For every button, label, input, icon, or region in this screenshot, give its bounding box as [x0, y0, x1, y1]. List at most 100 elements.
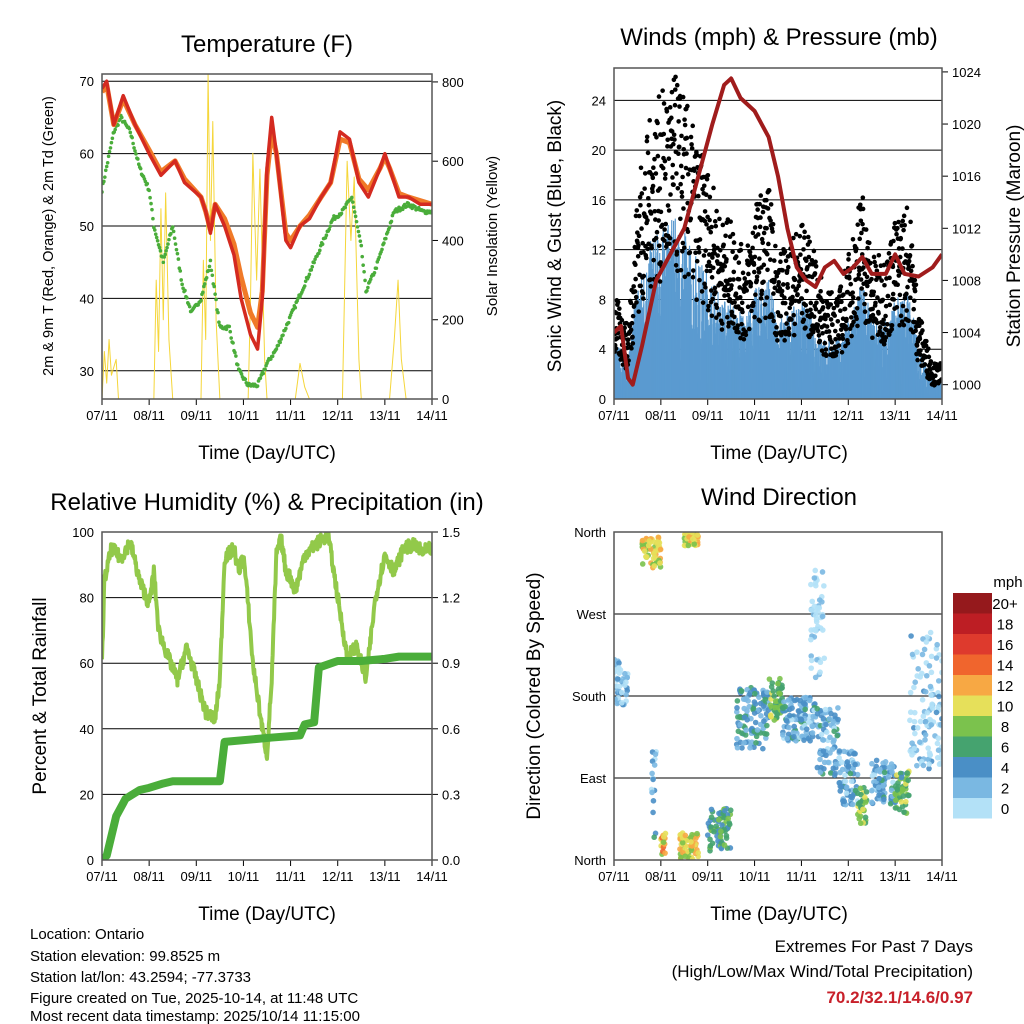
gust-point [896, 246, 902, 251]
gust-point [676, 144, 682, 150]
gust-point [628, 300, 634, 306]
dewpoint-point [233, 350, 237, 355]
ytick-right-label: 400 [442, 233, 464, 248]
dewpoint-point [382, 241, 386, 245]
gust-point [744, 288, 749, 293]
gust-point [900, 218, 906, 224]
direction-point [802, 706, 808, 713]
gust-point [895, 225, 900, 231]
dewpoint-point [107, 149, 112, 154]
direction-point [707, 843, 714, 849]
direction-point [926, 761, 932, 767]
gust-point [650, 189, 655, 195]
legend-swatch [953, 634, 992, 655]
gust-point [754, 274, 760, 280]
direction-point [619, 700, 625, 706]
gust-point [854, 246, 859, 251]
gust-point [754, 278, 760, 283]
legend-label: 14 [997, 658, 1014, 675]
gust-point [755, 232, 761, 237]
direction-point [914, 762, 920, 769]
gust-point [617, 306, 622, 311]
legend-label: 4 [1001, 760, 1009, 777]
direction-point [778, 685, 785, 691]
dewpoint-point [362, 269, 366, 274]
gust-point [862, 309, 868, 315]
gust-point [706, 303, 711, 309]
xtick-label: 12/11 [832, 408, 864, 423]
direction-point [857, 799, 863, 806]
direction-point [735, 728, 742, 735]
legend-swatch [953, 757, 992, 778]
gust-point [870, 312, 876, 318]
gust-point [711, 247, 717, 253]
xtick-label: 07/11 [86, 869, 118, 884]
gust-point [694, 258, 700, 264]
gust-point [630, 341, 636, 346]
gust-point [678, 216, 683, 222]
gust-point [701, 253, 707, 258]
gust-point [801, 247, 806, 252]
gust-point [672, 102, 678, 108]
direction-point [614, 656, 618, 663]
gust-point [803, 325, 808, 330]
gust-point [811, 248, 817, 254]
direction-point [876, 775, 882, 782]
plot-frame [101, 73, 433, 400]
direction-point [741, 740, 747, 746]
gust-point [727, 296, 733, 302]
direction-point [881, 769, 888, 776]
dewpoint-point [352, 210, 357, 214]
xtick-label: 07/11 [598, 869, 630, 884]
gust-point [857, 202, 863, 208]
gust-point [719, 281, 724, 287]
gust-point [633, 262, 638, 268]
gust-point [912, 277, 918, 283]
direction-point [894, 787, 901, 793]
gust-point [805, 264, 810, 270]
xtick-label: 14/11 [926, 408, 958, 423]
gust-point [816, 333, 822, 338]
direction-point [660, 834, 667, 840]
gust-point [791, 235, 796, 241]
gust-point [634, 208, 640, 213]
direction-point [678, 854, 684, 860]
dewpoint-point [303, 279, 308, 284]
gust-point [789, 300, 795, 306]
xtick-label: 07/11 [86, 408, 118, 423]
gust-point [665, 203, 671, 208]
gust-point [859, 230, 864, 236]
ytick-label: 60 [80, 147, 94, 162]
direction-point [925, 756, 932, 763]
direction-point [694, 830, 700, 837]
direction-point [904, 770, 911, 776]
gust-point [840, 332, 845, 338]
gust-point [645, 150, 651, 156]
gust-point [675, 185, 681, 191]
direction-point [819, 613, 826, 620]
gust-point [692, 168, 697, 173]
gust-point [662, 238, 667, 243]
precip-line [102, 652, 432, 860]
gust-point [856, 296, 861, 301]
direction-point [639, 561, 646, 567]
dewpoint-point [413, 204, 417, 209]
direction-point [754, 727, 761, 733]
gust-point [662, 227, 667, 232]
ytick-label: 0 [87, 853, 94, 868]
legend-label: 10 [997, 699, 1014, 716]
gust-point [635, 253, 641, 259]
gust-point [665, 137, 670, 143]
humidity-xlabel: Time (Day/UTC) [198, 904, 336, 925]
gust-point [740, 270, 746, 276]
gust-point [901, 213, 907, 219]
dewpoint-point [309, 268, 314, 272]
direction-point [742, 732, 749, 738]
gust-point [844, 316, 849, 322]
direction-point [882, 759, 889, 765]
ytick-label: 20 [80, 787, 94, 802]
direction-point [835, 705, 841, 711]
direction-point [888, 787, 895, 794]
gust-point [725, 292, 731, 298]
gust-point [841, 292, 846, 297]
